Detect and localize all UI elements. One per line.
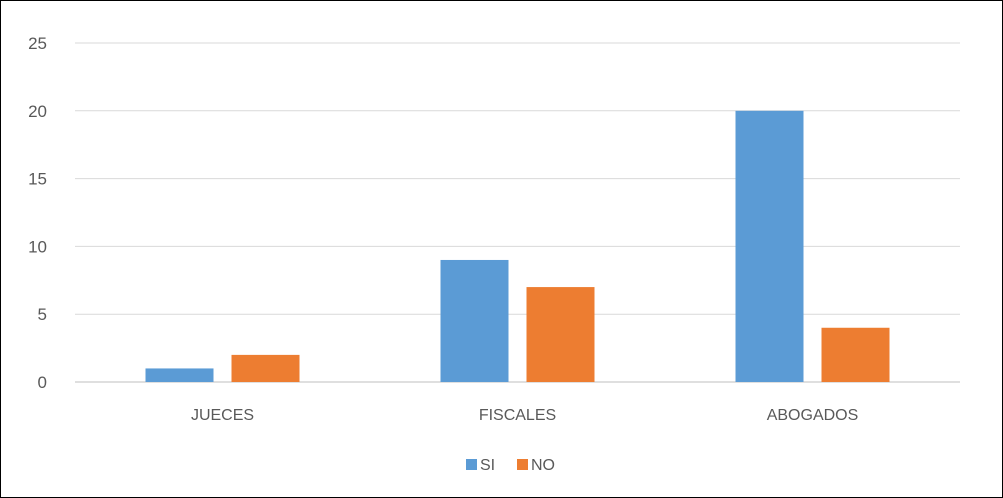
y-axis-ticks: 0 5 10 15 20 25	[28, 34, 47, 392]
y-tick-label: 15	[28, 170, 47, 189]
legend-label-no: NO	[531, 457, 555, 474]
y-tick-label: 20	[28, 102, 47, 121]
x-axis-categories: JUECES FISCALES ABOGADOS	[191, 407, 858, 424]
bar-si-abogados	[735, 110, 804, 383]
y-tick-label: 5	[38, 305, 47, 324]
gridlines	[75, 42, 960, 383]
legend-swatch-no	[517, 459, 528, 470]
x-category-label: JUECES	[191, 407, 254, 424]
x-category-label: ABOGADOS	[767, 407, 859, 424]
y-tick-label: 10	[28, 237, 47, 256]
y-tick-label: 25	[28, 34, 47, 53]
bar-si-jueces	[145, 368, 214, 382]
bars	[145, 110, 890, 383]
x-category-label: FISCALES	[479, 407, 556, 424]
bar-no-abogados	[821, 327, 890, 382]
legend-label-si: SI	[480, 457, 495, 474]
bar-no-jueces	[231, 354, 300, 382]
y-tick-label: 0	[38, 373, 47, 392]
bar-si-fiscales	[440, 259, 509, 382]
legend-swatch-si	[466, 459, 477, 470]
bar-no-fiscales	[526, 287, 595, 382]
legend: SI NO	[466, 457, 555, 474]
